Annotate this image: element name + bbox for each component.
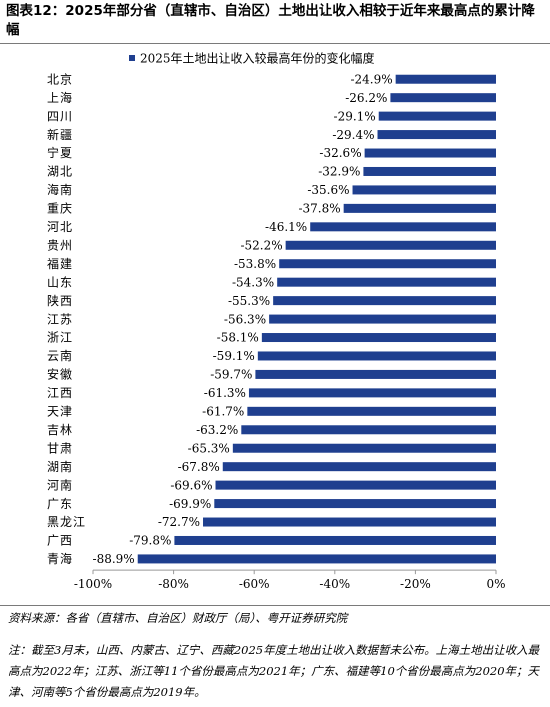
bar <box>352 185 496 195</box>
category-label: 海南 <box>47 182 73 197</box>
data-label: -88.9% <box>93 552 135 566</box>
bar <box>255 369 496 379</box>
data-label: -79.8% <box>129 534 171 548</box>
category-label: 宁夏 <box>47 145 73 160</box>
category-label: 新疆 <box>47 127 73 142</box>
category-label: 陕西 <box>47 293 73 308</box>
x-tick-label: 0% <box>486 577 505 591</box>
category-label: 江西 <box>47 386 73 400</box>
data-label: -61.3% <box>204 386 246 400</box>
category-label: 黑龙江 <box>47 515 86 529</box>
data-label: -63.2% <box>196 423 238 437</box>
bar <box>277 277 496 287</box>
data-label: -59.7% <box>210 368 252 382</box>
category-label: 山东 <box>47 275 73 289</box>
category-label: 天津 <box>47 405 73 419</box>
data-label: -32.9% <box>318 165 360 179</box>
bar <box>390 93 496 103</box>
bar <box>363 166 496 176</box>
data-label: -59.1% <box>213 349 255 363</box>
bar <box>269 314 496 324</box>
data-label: -29.1% <box>334 109 376 123</box>
x-tick-label: -100% <box>74 577 112 591</box>
data-label: -32.6% <box>319 146 361 160</box>
x-tick-label: -40% <box>319 577 350 591</box>
category-label: 云南 <box>47 348 73 363</box>
category-label: 江苏 <box>47 312 73 326</box>
category-label: 浙江 <box>47 331 73 345</box>
data-label: -69.6% <box>170 478 212 492</box>
data-label: -53.8% <box>234 257 276 271</box>
category-label: 贵州 <box>47 238 73 252</box>
legend-swatch <box>129 55 135 61</box>
bar <box>174 535 496 545</box>
bar <box>364 148 496 158</box>
x-axis: -100% -80% -60% -40% -20% 0% <box>74 569 506 591</box>
bar <box>241 425 496 435</box>
category-label: 北京 <box>47 72 73 86</box>
bar <box>215 480 496 490</box>
legend-label: 2025年土地出让收入较最高年份的变化幅度 <box>140 51 375 66</box>
category-label: 广东 <box>47 497 73 511</box>
data-label: -46.1% <box>265 220 307 234</box>
category-label: 甘肃 <box>47 441 73 455</box>
source-note: 资料来源：各省（直辖市、自治区）财政厅（局）、粤开证券研究院 <box>8 611 348 625</box>
bar <box>248 388 496 398</box>
bar <box>343 203 496 213</box>
data-label: -24.9% <box>350 72 392 86</box>
data-label: -52.2% <box>240 238 282 252</box>
bar-chart: 2025年土地出让收入较最高年份的变化幅度 -24.9%北京-26.2%上海-2… <box>47 51 506 592</box>
x-tick-label: -20% <box>400 577 431 591</box>
bar <box>378 111 496 121</box>
category-label: 安徽 <box>47 367 73 382</box>
category-label: 青海 <box>47 551 73 566</box>
data-label: -29.4% <box>332 128 374 142</box>
bar <box>377 130 496 140</box>
bar <box>279 259 496 269</box>
legend: 2025年土地出让收入较最高年份的变化幅度 <box>129 51 375 66</box>
bar <box>285 240 496 250</box>
category-label: 重庆 <box>47 202 73 216</box>
data-label: -55.3% <box>228 294 270 308</box>
category-label: 河南 <box>47 477 73 492</box>
category-label: 四川 <box>47 109 73 123</box>
x-tick-label: -60% <box>239 577 270 591</box>
bars-layer: -24.9% 北京 -26.2% 上海 -29.1% 四川 -29.4% 新疆 -32.6% 宁夏… <box>47 72 497 566</box>
bottom-divider <box>0 605 550 606</box>
data-label: -61.7% <box>202 405 244 419</box>
bar <box>261 333 496 343</box>
bar <box>310 222 496 232</box>
x-tick-label: -80% <box>158 577 189 591</box>
data-label: -54.3% <box>232 275 274 289</box>
bar <box>232 443 496 453</box>
category-label: 河北 <box>47 220 73 234</box>
bar <box>203 517 497 527</box>
bar <box>395 74 496 84</box>
data-label: -37.8% <box>298 202 340 216</box>
category-label: 吉林 <box>47 423 73 437</box>
category-label: 湖北 <box>47 164 73 179</box>
data-label: -58.1% <box>217 331 259 345</box>
data-label: -56.3% <box>224 312 266 326</box>
data-label: -69.9% <box>169 497 211 511</box>
footnote: 注：截至3月末，山西、内蒙古、辽宁、西藏2025年度土地出让收入数据暂未公布。上… <box>8 643 540 699</box>
bar <box>137 554 496 564</box>
bar <box>273 296 496 306</box>
data-label: -26.2% <box>345 91 387 105</box>
category-label: 福建 <box>47 256 73 271</box>
chart-title: 图表12：2025年部分省（直辖市、自治区）土地出让收入相较于近年来最高点的累计… <box>6 3 535 38</box>
data-label: -35.6% <box>307 183 349 197</box>
bar <box>222 462 497 472</box>
category-label: 湖南 <box>47 459 73 474</box>
category-label: 广西 <box>47 534 73 548</box>
top-divider <box>0 43 550 44</box>
data-label: -65.3% <box>188 441 230 455</box>
category-label: 上海 <box>47 90 73 105</box>
bar <box>257 351 496 361</box>
data-label: -72.7% <box>158 515 200 529</box>
bar <box>247 406 496 416</box>
bar <box>214 499 497 509</box>
data-label: -67.8% <box>178 460 220 474</box>
